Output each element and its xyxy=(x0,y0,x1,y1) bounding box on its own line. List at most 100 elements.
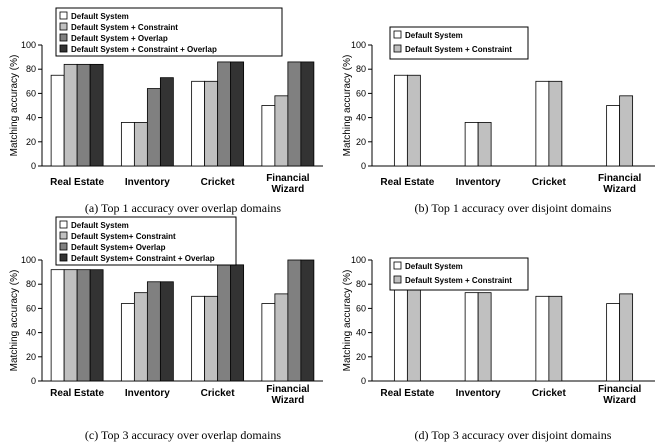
y-axis-label: Matching accuracy (%) xyxy=(342,270,353,372)
y-tick-label: 60 xyxy=(356,303,366,313)
bar xyxy=(230,264,245,382)
legend-swatch xyxy=(59,44,68,53)
chart-caption: (d) Top 3 accuracy over disjoint domains xyxy=(415,428,612,442)
bar xyxy=(50,74,65,167)
bar xyxy=(261,105,276,167)
y-tick-label: 100 xyxy=(351,40,366,50)
legend: Default System Default System + Constrain… xyxy=(389,257,529,291)
y-tick-label: 20 xyxy=(356,137,366,147)
bar xyxy=(89,63,104,167)
bar xyxy=(619,95,634,167)
legend-swatch xyxy=(59,33,68,42)
x-tick-label: Cricket xyxy=(201,177,236,188)
x-tick-label: Financial Wizard xyxy=(266,173,310,195)
y-tick-label: 0 xyxy=(31,376,36,386)
y-tick-label: 80 xyxy=(356,64,366,74)
bar xyxy=(548,80,563,167)
y-tick-label: 100 xyxy=(21,40,36,50)
bar xyxy=(393,74,408,167)
legend-swatch xyxy=(59,231,68,240)
bar xyxy=(191,295,206,382)
legend: Default System Default System + Constrain… xyxy=(389,26,529,60)
bar xyxy=(287,259,302,382)
bar xyxy=(464,122,479,167)
bar xyxy=(548,295,563,382)
x-tick-label: Inventory xyxy=(456,177,501,188)
legend: Default System Default System+ Constraint… xyxy=(55,216,237,266)
legend-label: Default System xyxy=(71,12,129,21)
bar xyxy=(261,303,276,382)
legend-swatch xyxy=(59,253,68,262)
legend-box xyxy=(55,7,283,57)
chart-b: 0 20 40 60 80 100 Matching accuracy (%) Real Es… xyxy=(342,26,655,215)
bar xyxy=(191,80,206,167)
x-tick-label: Cricket xyxy=(532,177,567,188)
y-tick-label: 100 xyxy=(351,255,366,265)
bar xyxy=(535,80,550,167)
x-tick-label: Financial Wizard xyxy=(598,173,642,195)
x-tick-label: Inventory xyxy=(125,388,170,399)
y-axis-label: Matching accuracy (%) xyxy=(9,55,20,157)
x-tick-label: Real Estate xyxy=(380,388,434,399)
legend-swatch xyxy=(59,11,68,20)
bar xyxy=(63,63,78,167)
x-tick-label: Financial Wizard xyxy=(266,384,310,406)
y-tick-label: 0 xyxy=(361,161,366,171)
y-tick-label: 40 xyxy=(26,328,36,338)
bar xyxy=(464,292,479,382)
y-tick-label: 20 xyxy=(26,137,36,147)
legend: Default System Default System + Constrain… xyxy=(55,7,283,57)
y-axis-label: Matching accuracy (%) xyxy=(342,55,353,157)
x-tick-label: Cricket xyxy=(201,388,236,399)
y-tick-label: 0 xyxy=(31,161,36,171)
bar xyxy=(300,259,315,382)
bar xyxy=(133,122,148,167)
legend-swatch xyxy=(393,30,402,39)
bar xyxy=(406,278,421,382)
legend-label: Default System + Constraint + Overlap xyxy=(71,45,217,54)
bar xyxy=(146,88,161,167)
bar xyxy=(120,303,135,382)
legend-label: Default System + Overlap xyxy=(71,34,168,43)
bar xyxy=(406,74,421,167)
bar xyxy=(120,122,135,167)
x-tick-label: Cricket xyxy=(532,388,567,399)
y-tick-label: 60 xyxy=(26,303,36,313)
y-tick-label: 40 xyxy=(356,328,366,338)
legend-swatch xyxy=(59,242,68,251)
bar xyxy=(477,122,492,167)
legend-swatch xyxy=(59,220,68,229)
bar xyxy=(76,269,91,382)
y-tick-label: 0 xyxy=(361,376,366,386)
legend-swatch xyxy=(393,275,402,284)
legend-box xyxy=(389,257,529,291)
bar xyxy=(159,77,174,167)
bar xyxy=(204,80,219,167)
y-tick-label: 80 xyxy=(26,64,36,74)
y-tick-label: 20 xyxy=(356,352,366,362)
chart-caption: (b) Top 1 accuracy over disjoint domains xyxy=(415,201,612,215)
chart-caption: (a) Top 1 accuracy over overlap domains xyxy=(85,201,282,215)
bar xyxy=(477,292,492,382)
bar xyxy=(204,295,219,382)
bar xyxy=(274,95,289,167)
bar xyxy=(159,281,174,382)
bar xyxy=(146,281,161,382)
y-tick-label: 100 xyxy=(21,255,36,265)
legend-label: Default System + Constraint xyxy=(71,23,178,32)
bar xyxy=(217,61,232,167)
bar xyxy=(89,269,104,382)
legend-label: Default System xyxy=(405,31,463,40)
bar xyxy=(300,61,315,167)
x-tick-label: Inventory xyxy=(456,388,501,399)
y-axis-label: Matching accuracy (%) xyxy=(9,270,20,372)
bar xyxy=(535,295,550,382)
legend-label: Default System + Constraint xyxy=(405,276,512,285)
y-tick-label: 80 xyxy=(356,279,366,289)
bar xyxy=(393,278,408,382)
y-tick-label: 40 xyxy=(356,113,366,123)
legend-swatch xyxy=(393,261,402,270)
chart-caption: (c) Top 3 accuracy over overlap domains xyxy=(85,428,282,442)
